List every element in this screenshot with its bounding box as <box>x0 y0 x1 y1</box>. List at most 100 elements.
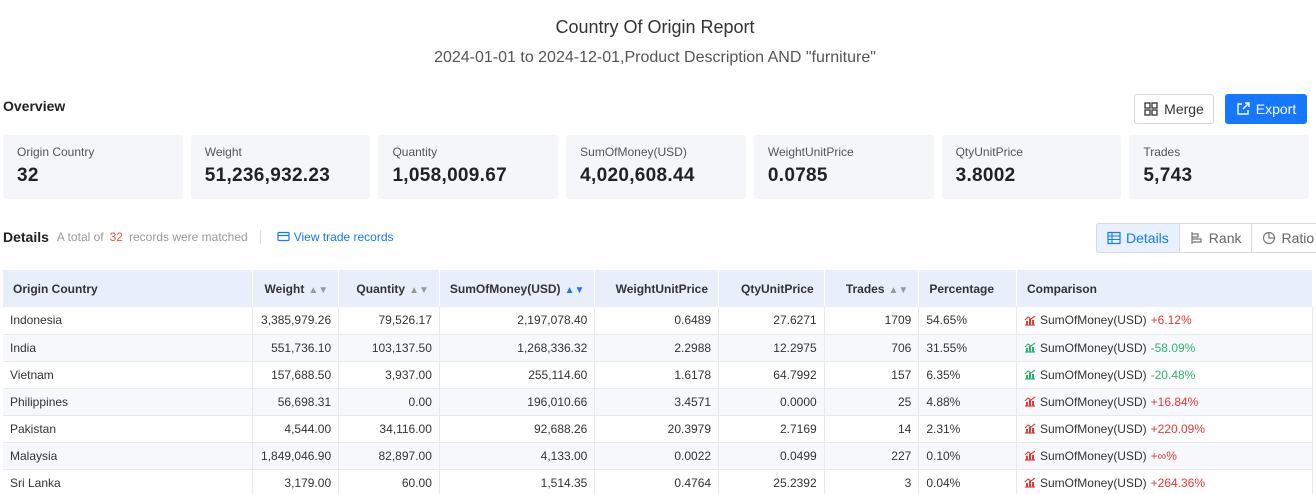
cell-qty-unit-price: 64.7992 <box>718 361 825 389</box>
cell-country: Indonesia <box>3 307 254 335</box>
merge-button[interactable]: Merge <box>1134 94 1214 124</box>
cell-quantity: 79,526.17 <box>338 307 440 335</box>
stat-value: 4,020,608.44 <box>580 165 695 186</box>
cell-sum-of-money: 196,010.66 <box>439 388 596 416</box>
sort-desc-icon[interactable]: ▲▼ <box>564 284 585 296</box>
cell-weight: 3,179.00 <box>252 469 340 494</box>
merge-label: Merge <box>1164 101 1204 117</box>
cell-country: Pakistan <box>3 415 254 443</box>
table-row[interactable]: Pakistan 4,544.00 34,116.00 92,688.26 20.397… <box>3 415 1314 443</box>
cell-sum-of-money: 255,114.60 <box>439 361 596 389</box>
cell-comparison: SumOfMoney(USD) +6.12% <box>1016 307 1314 335</box>
comparison-value: +∞% <box>1150 448 1177 463</box>
cell-comparison: SumOfMoney(USD) +220.09% <box>1016 415 1314 443</box>
overview-heading: Overview <box>3 98 66 114</box>
comparison-label: SumOfMoney(USD) <box>1039 475 1147 490</box>
cell-weight-unit-price: 20.3979 <box>594 415 720 443</box>
cell-qty-unit-price: 0.0000 <box>718 388 825 416</box>
stat-card-qty-unit-price: QtyUnitPrice 3.8002 <box>941 135 1122 199</box>
col-label: Trades <box>845 281 885 296</box>
col-trades[interactable]: Trades ▲▼ <box>824 270 920 307</box>
col-label: Percentage <box>929 281 995 296</box>
cell-qty-unit-price: 27.6271 <box>718 307 825 335</box>
sort-icon[interactable]: ▲▼ <box>308 284 329 296</box>
cell-comparison: SumOfMoney(USD) +∞% <box>1016 442 1314 470</box>
cell-weight: 1,849,046.90 <box>252 442 340 470</box>
comparison-label: SumOfMoney(USD) <box>1039 367 1147 382</box>
total-suffix: records were matched <box>128 230 248 244</box>
table-row[interactable]: Vietnam 157,688.50 3,937.00 255,114.60 1.617… <box>3 361 1314 389</box>
stat-value: 1,058,009.67 <box>392 165 507 186</box>
stat-card-sum-of-money: SumOfMoney(USD) 4,020,608.44 <box>566 135 746 199</box>
cell-qty-unit-price: 12.2975 <box>718 334 825 362</box>
col-weight-unit-price[interactable]: WeightUnitPrice <box>594 270 720 307</box>
col-label: Comparison <box>1026 281 1097 296</box>
table-row[interactable]: Sri Lanka 3,179.00 60.00 1,514.35 0.4764 25.2… <box>3 469 1314 494</box>
cell-weight-unit-price: 0.0022 <box>594 442 720 470</box>
cell-country: Sri Lanka <box>3 469 254 494</box>
trend-down-icon <box>1024 342 1036 353</box>
report-title: Country Of Origin Report <box>555 17 755 37</box>
cell-trades: 706 <box>824 334 920 362</box>
stat-label: SumOfMoney(USD) <box>580 145 687 159</box>
cell-comparison: SumOfMoney(USD) -20.48% <box>1016 361 1314 389</box>
tab-rank[interactable]: Rank <box>1178 224 1252 252</box>
table-row[interactable]: Indonesia 3,385,979.26 79,526.17 2,197,078.… <box>3 307 1314 335</box>
cell-country: India <box>3 334 254 362</box>
table-row[interactable]: Philippines 56,698.31 0.00 196,010.66 3.4571… <box>3 388 1314 416</box>
sort-icon[interactable]: ▲▼ <box>888 284 909 296</box>
stat-card-trades: Trades 5,743 <box>1129 135 1310 199</box>
cell-weight: 551,736.10 <box>252 334 340 362</box>
cell-sum-of-money: 4,133.00 <box>439 442 596 470</box>
col-weight[interactable]: Weight ▲▼ <box>252 270 340 307</box>
cell-comparison: SumOfMoney(USD) +264.36% <box>1016 469 1314 494</box>
cell-weight-unit-price: 1.6178 <box>594 361 720 389</box>
cell-percentage: 6.35% <box>918 361 1017 389</box>
tab-ratio[interactable]: Ratio <box>1251 224 1316 252</box>
export-button[interactable]: Export <box>1225 94 1307 124</box>
col-sum-of-money[interactable]: SumOfMoney(USD) ▲▼ <box>439 270 596 307</box>
sort-icon[interactable]: ▲▼ <box>409 284 429 296</box>
view-link-label: View trade records <box>293 230 394 244</box>
cell-weight: 3,385,979.26 <box>252 307 340 335</box>
col-label: SumOfMoney(USD) <box>449 281 561 296</box>
table-row[interactable]: India 551,736.10 103,137.50 1,268,336.32 2.2… <box>3 334 1314 362</box>
comparison-value: +6.12% <box>1150 313 1192 328</box>
cell-quantity: 0.00 <box>338 388 440 416</box>
col-qty-unit-price[interactable]: QtyUnitPrice <box>718 270 825 307</box>
comparison-label: SumOfMoney(USD) <box>1039 394 1147 409</box>
col-label: WeightUnitPrice <box>615 281 709 296</box>
table-row[interactable]: Malaysia 1,849,046.90 82,897.00 4,133.00 0.0… <box>3 442 1314 470</box>
view-tabs: Details Rank Ratio <box>1096 223 1316 253</box>
col-comparison[interactable]: Comparison <box>1016 270 1314 307</box>
cell-percentage: 4.88% <box>918 388 1017 416</box>
cell-sum-of-money: 92,688.26 <box>439 415 596 443</box>
col-quantity[interactable]: Quantity ▲▼ <box>338 270 440 307</box>
cell-quantity: 60.00 <box>338 469 440 494</box>
total-prefix: A total of <box>56 230 104 244</box>
comparison-value: -20.48% <box>1150 367 1196 382</box>
tab-label: Details <box>1126 230 1169 246</box>
comparison-value: -58.09% <box>1150 340 1196 355</box>
cell-trades: 227 <box>824 442 920 470</box>
col-origin-country[interactable]: Origin Country <box>3 270 254 307</box>
comparison-label: SumOfMoney(USD) <box>1039 448 1147 463</box>
cell-trades: 25 <box>824 388 920 416</box>
total-count: 32 <box>109 230 123 244</box>
stat-value: 5,743 <box>1143 165 1193 186</box>
comparison-value: +220.09% <box>1150 421 1206 436</box>
cell-weight-unit-price: 0.4764 <box>594 469 720 494</box>
stat-label: Origin Country <box>17 145 95 159</box>
cell-qty-unit-price: 25.2392 <box>718 469 825 494</box>
view-trade-records-link[interactable]: View trade records <box>277 230 394 244</box>
col-label: Quantity <box>356 281 406 296</box>
cell-percentage: 0.04% <box>918 469 1017 494</box>
divider <box>259 230 261 244</box>
col-percentage[interactable]: Percentage <box>918 270 1017 307</box>
tab-details[interactable]: Details <box>1097 224 1180 252</box>
cell-comparison: SumOfMoney(USD) +16.84% <box>1016 388 1314 416</box>
report-subtitle: 2024-01-01 to 2024-12-01,Product Descrip… <box>434 49 876 66</box>
cell-trades: 14 <box>824 415 920 443</box>
comparison-value: +264.36% <box>1150 475 1206 490</box>
table-header-row: Origin Country Weight ▲▼ Quantity ▲▼ SumOf… <box>3 270 1314 307</box>
